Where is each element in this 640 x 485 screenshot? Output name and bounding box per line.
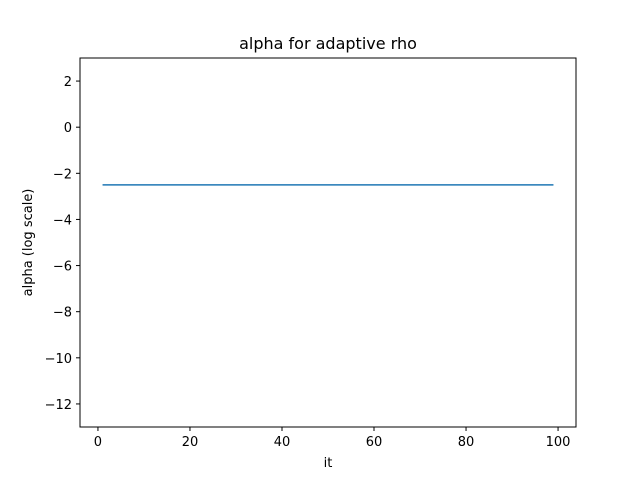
x-tick-label: 40 — [274, 435, 291, 450]
x-tick-label: 100 — [546, 435, 571, 450]
y-tick-label: −4 — [53, 213, 72, 228]
chart-title: alpha for adaptive rho — [239, 34, 417, 53]
x-axis-label: it — [324, 456, 333, 471]
x-tick-label: 80 — [458, 435, 475, 450]
y-axis-label: alpha (log scale) — [21, 189, 36, 297]
x-tick-label: 60 — [366, 435, 383, 450]
y-tick-label: 2 — [64, 75, 72, 90]
y-tick-label: −8 — [53, 306, 72, 321]
axes-frame — [79, 57, 577, 428]
y-tick-label: −6 — [53, 260, 72, 275]
y-tick-label: −12 — [45, 398, 72, 413]
x-tick-label: 20 — [182, 435, 199, 450]
y-tick-label: −2 — [53, 167, 72, 182]
x-tick-label: 0 — [94, 435, 102, 450]
y-tick-label: −10 — [45, 352, 72, 367]
y-axis: 2 0 −2 −4 −6 −8 −10 −12 — [45, 75, 80, 413]
y-tick-label: 0 — [64, 121, 72, 136]
x-axis: 0 20 40 60 80 100 — [94, 427, 571, 450]
